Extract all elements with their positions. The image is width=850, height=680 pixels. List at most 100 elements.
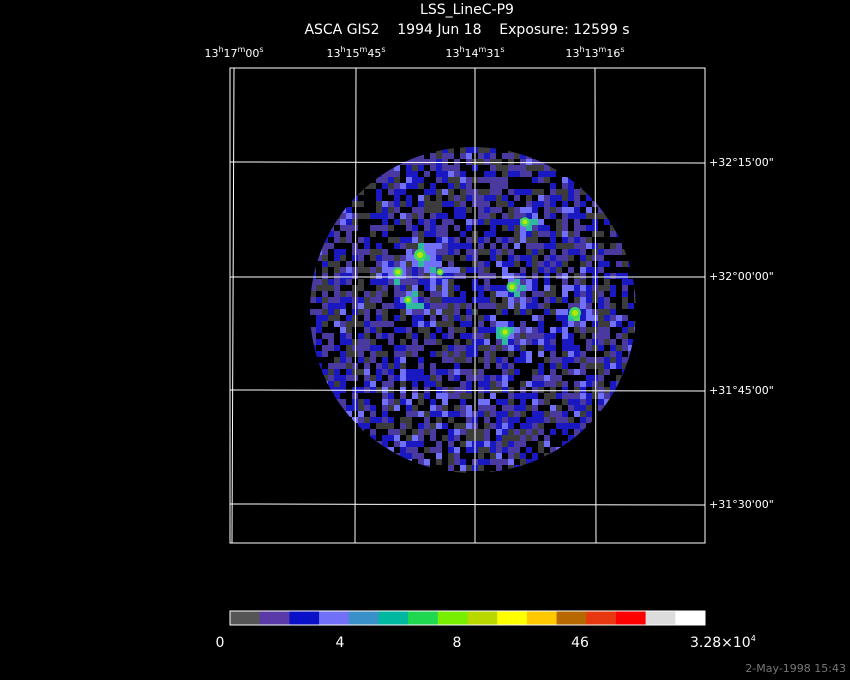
pixel [502,423,508,429]
pixel [628,177,634,183]
pixel [364,207,370,213]
pixel [496,267,502,273]
pixel [466,399,472,405]
pixel [418,279,424,285]
pixel [454,147,460,153]
pixel [394,291,400,297]
pixel [388,465,394,471]
pixel [430,333,436,339]
pixel [538,399,544,405]
pixel [418,333,424,339]
pixel [334,465,340,471]
pixel [550,447,556,453]
source-core [405,297,411,303]
pixel [598,453,604,459]
pixel [634,471,636,473]
pixel [358,363,364,369]
pixel [544,345,550,351]
pixel [454,189,460,195]
pixel [634,357,636,363]
pixel [310,315,316,321]
pixel [466,387,472,393]
pixel [358,273,364,279]
pixel [400,279,406,285]
pixel [604,267,610,273]
pixel [634,231,636,237]
pixel [544,207,550,213]
pixel [610,273,616,279]
pixel [406,429,412,435]
pixel [484,435,490,441]
pixel [550,411,556,417]
pixel [604,153,610,159]
pixel [514,315,520,321]
pixel [526,213,532,219]
pixel [424,183,430,189]
pixel [382,393,388,399]
colorbar-frame [229,610,706,626]
pixel [490,399,496,405]
pixel [370,165,376,171]
pixel [628,381,634,387]
pixel [322,291,328,297]
pixel [580,345,586,351]
pixel [322,273,328,279]
pixel [436,255,442,261]
pixel [496,423,502,429]
pixel [598,435,604,441]
pixel [544,285,550,291]
pixel [586,345,592,351]
pixel [376,165,382,171]
pixel [544,315,550,321]
pixel [448,375,454,381]
pixel [310,465,316,471]
pixel [484,279,490,285]
pixel [526,465,532,471]
pixel [442,327,448,333]
pixel [586,435,592,441]
pixel [340,285,346,291]
pixel [628,225,634,231]
pixel [400,351,406,357]
pixel [388,165,394,171]
pixel [334,147,340,153]
pixel [568,297,574,303]
pixel [520,291,526,297]
pixel [370,327,376,333]
pixel [622,339,628,345]
pixel [604,255,610,261]
pixel [634,171,636,177]
pixel [550,237,556,243]
pixel [370,279,376,285]
pixel [424,297,430,303]
pixel [424,417,430,423]
pixel [598,459,604,465]
pixel [370,399,376,405]
pixel [544,243,550,249]
superscript: s [500,45,504,54]
pixel [520,393,526,399]
pixel [520,207,526,213]
pixel [382,399,388,405]
pixel [496,411,502,417]
pixel [358,471,364,473]
pixel [364,231,370,237]
pixel [502,375,508,381]
pixel [418,405,424,411]
pixel [496,321,502,327]
pixel [478,255,484,261]
pixel [532,405,538,411]
pixel [436,471,442,473]
pixel [370,213,376,219]
pixel [616,183,622,189]
pixel [394,333,400,339]
pixel [334,411,340,417]
text-part: 0 [216,635,225,651]
pixel [478,459,484,465]
pixel [460,237,466,243]
pixel [598,255,604,261]
colorbar-swatch [289,611,320,625]
pixel [340,429,346,435]
pixel [562,471,568,473]
pixel [382,207,388,213]
